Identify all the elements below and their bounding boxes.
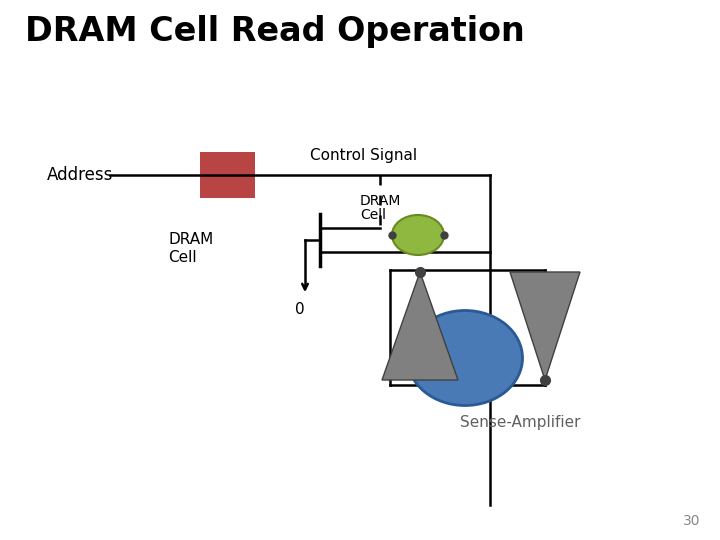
Text: 30: 30 bbox=[683, 514, 700, 528]
Text: 0: 0 bbox=[295, 302, 305, 317]
Text: Sense-Amplifier: Sense-Amplifier bbox=[460, 415, 580, 430]
Ellipse shape bbox=[392, 215, 444, 255]
Text: DRAM: DRAM bbox=[168, 232, 213, 247]
Text: Cell: Cell bbox=[168, 250, 197, 265]
Text: Cell: Cell bbox=[360, 208, 386, 222]
Text: Control Signal: Control Signal bbox=[310, 148, 417, 163]
Text: Address: Address bbox=[47, 166, 113, 184]
Polygon shape bbox=[510, 272, 580, 380]
Text: DRAM Cell Read Operation: DRAM Cell Read Operation bbox=[25, 15, 525, 48]
Text: DRAM: DRAM bbox=[360, 194, 401, 208]
Polygon shape bbox=[382, 272, 458, 380]
Ellipse shape bbox=[408, 310, 523, 406]
Bar bbox=[200, 152, 255, 198]
